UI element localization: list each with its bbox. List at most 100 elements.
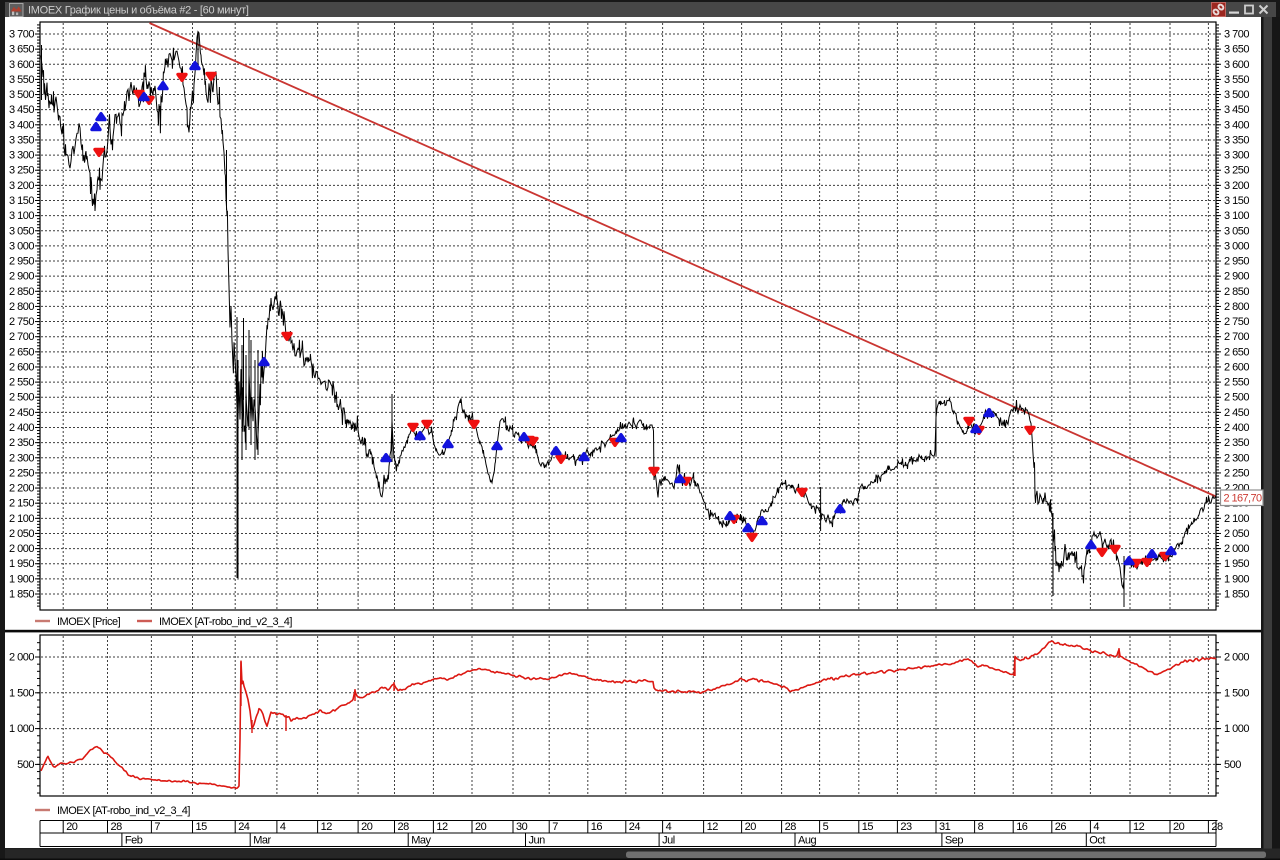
svg-text:IMOEX [AT-robo_ind_v2_3_4]: IMOEX [AT-robo_ind_v2_3_4] [159,616,292,628]
svg-text:16: 16 [591,821,603,833]
svg-text:30: 30 [516,821,528,833]
svg-text:2 300: 2 300 [1224,452,1249,464]
svg-text:Oct: Oct [1089,835,1105,847]
svg-text:2 050: 2 050 [9,528,34,540]
svg-text:3 250: 3 250 [1224,165,1249,177]
svg-text:20: 20 [1173,821,1185,833]
svg-text:1 950: 1 950 [9,558,34,570]
svg-text:2 650: 2 650 [9,346,34,358]
svg-text:2 650: 2 650 [1224,346,1249,358]
svg-text:2 700: 2 700 [9,331,34,343]
svg-text:4: 4 [280,821,286,833]
svg-text:3 000: 3 000 [9,240,34,252]
svg-text:23: 23 [900,821,912,833]
svg-text:2 700: 2 700 [1224,331,1249,343]
svg-text:1 900: 1 900 [1224,573,1249,585]
svg-text:3 250: 3 250 [9,165,34,177]
svg-text:2 500: 2 500 [1224,392,1249,404]
svg-text:4: 4 [666,821,672,833]
svg-text:2 200: 2 200 [9,483,34,495]
svg-text:3 650: 3 650 [9,44,34,56]
svg-text:2 100: 2 100 [1224,513,1249,525]
svg-text:1 000: 1 000 [1224,723,1249,735]
svg-text:2 167,70: 2 167,70 [1224,493,1263,505]
svg-text:15: 15 [862,821,874,833]
svg-text:2 400: 2 400 [1224,422,1249,434]
svg-text:1 850: 1 850 [1224,589,1249,601]
svg-text:2 600: 2 600 [1224,361,1249,373]
svg-text:2 900: 2 900 [1224,271,1249,283]
svg-text:3 550: 3 550 [1224,74,1249,86]
svg-text:12: 12 [707,821,719,833]
svg-text:20: 20 [66,821,78,833]
svg-text:2 950: 2 950 [9,256,34,268]
svg-text:28: 28 [785,821,797,833]
svg-text:3 600: 3 600 [1224,59,1249,71]
svg-text:2 450: 2 450 [9,407,34,419]
svg-text:IMOEX График цены и объёма #2: IMOEX График цены и объёма #2 - [60 мину… [28,5,249,17]
svg-text:3 700: 3 700 [1224,29,1249,41]
svg-text:12: 12 [321,821,333,833]
svg-text:Feb: Feb [125,835,143,847]
svg-text:2 750: 2 750 [9,316,34,328]
svg-text:1 900: 1 900 [9,573,34,585]
svg-text:12: 12 [1133,821,1145,833]
svg-text:3 500: 3 500 [9,89,34,101]
svg-text:500: 500 [17,759,34,771]
svg-text:2 350: 2 350 [9,437,34,449]
svg-text:2 000: 2 000 [9,543,34,555]
svg-text:3 300: 3 300 [1224,150,1249,162]
svg-text:3 150: 3 150 [1224,195,1249,207]
svg-text:24: 24 [238,821,250,833]
svg-text:2 350: 2 350 [1224,437,1249,449]
svg-text:2 450: 2 450 [1224,407,1249,419]
svg-text:2 850: 2 850 [1224,286,1249,298]
svg-text:2 300: 2 300 [9,452,34,464]
svg-text:2 050: 2 050 [1224,528,1249,540]
svg-text:2 000: 2 000 [9,652,34,664]
svg-text:3 200: 3 200 [1224,180,1249,192]
svg-text:2 000: 2 000 [1224,652,1249,664]
svg-text:8: 8 [978,821,984,833]
svg-text:1 850: 1 850 [9,589,34,601]
svg-text:3 050: 3 050 [1224,225,1249,237]
svg-text:31: 31 [939,821,951,833]
svg-text:Aug: Aug [798,835,816,847]
svg-text:3 600: 3 600 [9,59,34,71]
svg-text:20: 20 [475,821,487,833]
svg-text:3 000: 3 000 [1224,240,1249,252]
svg-text:15: 15 [196,821,208,833]
svg-text:May: May [411,835,431,847]
svg-text:2 850: 2 850 [9,286,34,298]
svg-text:2 100: 2 100 [9,513,34,525]
svg-text:3 400: 3 400 [9,119,34,131]
svg-text:3 400: 3 400 [1224,119,1249,131]
svg-text:2 750: 2 750 [1224,316,1249,328]
svg-text:Mar: Mar [253,835,271,847]
svg-text:3 200: 3 200 [9,180,34,192]
svg-text:2 950: 2 950 [1224,256,1249,268]
svg-text:5: 5 [823,821,829,833]
svg-text:3 300: 3 300 [9,150,34,162]
svg-text:IMOEX [AT-robo_ind_v2_3_4]: IMOEX [AT-robo_ind_v2_3_4] [57,805,190,817]
svg-text:20: 20 [361,821,373,833]
svg-text:4: 4 [1093,821,1099,833]
svg-text:2 800: 2 800 [9,301,34,313]
svg-text:2 250: 2 250 [1224,467,1249,479]
svg-text:Jul: Jul [662,835,675,847]
svg-text:1 000: 1 000 [9,723,34,735]
svg-text:20: 20 [745,821,757,833]
svg-text:3 350: 3 350 [9,134,34,146]
svg-text:3 050: 3 050 [9,225,34,237]
svg-text:3 550: 3 550 [9,74,34,86]
svg-text:2 000: 2 000 [1224,543,1249,555]
svg-text:Jun: Jun [529,835,546,847]
svg-text:2 500: 2 500 [9,392,34,404]
svg-text:3 450: 3 450 [1224,104,1249,116]
svg-text:1 500: 1 500 [1224,687,1249,699]
svg-text:28: 28 [398,821,410,833]
svg-text:2 400: 2 400 [9,422,34,434]
svg-text:2 550: 2 550 [9,377,34,389]
svg-text:2 550: 2 550 [1224,377,1249,389]
svg-text:28: 28 [1211,821,1223,833]
